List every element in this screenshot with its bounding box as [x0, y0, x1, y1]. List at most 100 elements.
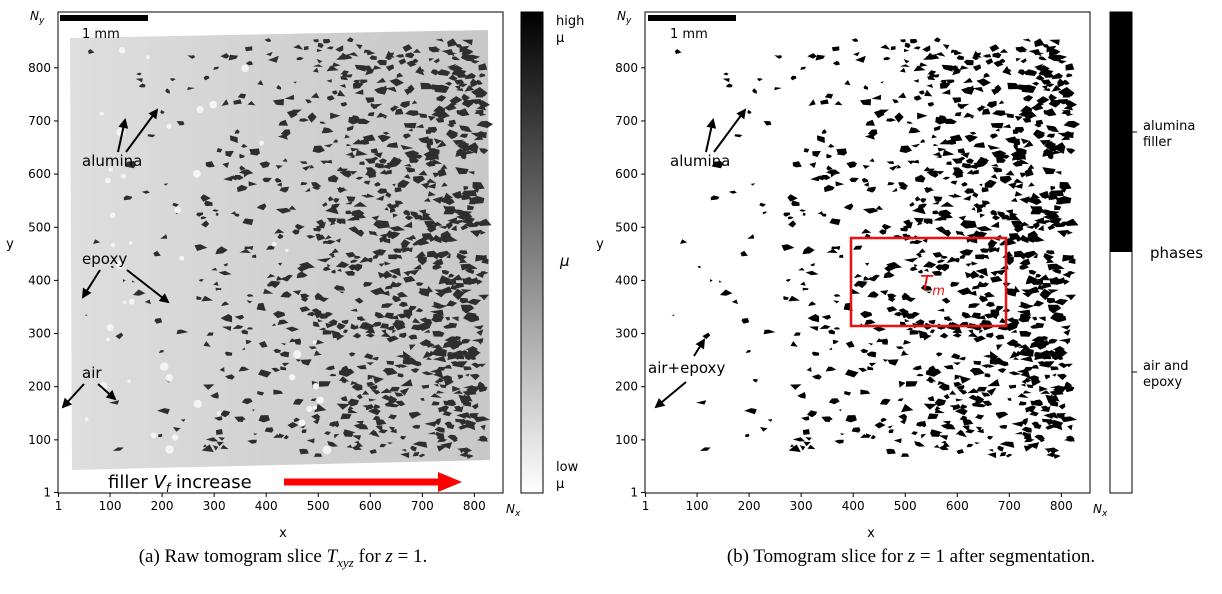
particle — [424, 138, 433, 143]
particle — [273, 310, 286, 319]
particle — [374, 86, 388, 95]
particle — [972, 64, 982, 72]
panel-b: 1 mm Ny Nx x y 1 100 200 300 400 500 600 700 800… — [596, 9, 1203, 541]
particle — [345, 152, 355, 157]
particle — [1063, 218, 1079, 226]
particle — [900, 39, 906, 43]
particle — [952, 332, 962, 338]
particle — [963, 77, 973, 84]
particle — [1042, 44, 1051, 49]
particle — [874, 422, 886, 429]
particle — [950, 281, 960, 287]
particle — [1054, 205, 1062, 210]
particle — [404, 150, 420, 158]
particle — [339, 170, 352, 178]
particle — [1047, 304, 1062, 314]
particle — [427, 431, 436, 435]
particle — [940, 201, 954, 207]
particle — [1041, 85, 1048, 90]
particle — [1016, 309, 1031, 316]
particle — [210, 267, 218, 271]
particle — [831, 246, 839, 250]
particle — [920, 433, 927, 439]
particle — [1020, 383, 1026, 387]
particle — [312, 64, 323, 67]
particle — [395, 400, 406, 407]
particle — [476, 329, 484, 336]
particle — [990, 122, 1004, 129]
particle — [870, 434, 876, 440]
particle — [355, 176, 364, 180]
particle — [365, 404, 374, 411]
particle — [1032, 221, 1040, 230]
particle — [317, 42, 324, 49]
particle — [1034, 434, 1046, 441]
particle — [932, 152, 942, 157]
particle — [1047, 217, 1062, 225]
air-void — [312, 405, 318, 410]
particle — [853, 245, 863, 250]
panel-b-colorbar-frame — [1109, 11, 1133, 494]
particle — [445, 81, 453, 86]
particle — [926, 84, 933, 88]
particle — [1050, 186, 1056, 191]
particle — [435, 38, 444, 42]
particle — [280, 342, 287, 346]
particle — [975, 254, 985, 260]
particle — [997, 211, 1006, 218]
particle — [300, 425, 306, 429]
particle — [812, 150, 821, 158]
particle — [1050, 366, 1059, 371]
panel-a-ny-label: Ny — [30, 9, 45, 26]
particle — [418, 113, 427, 118]
particle — [1039, 361, 1055, 368]
x-tick-label: 200 — [151, 499, 174, 513]
particle — [937, 147, 947, 152]
particle — [1042, 167, 1056, 175]
particle — [332, 62, 341, 67]
particle — [992, 247, 1000, 253]
particle — [829, 347, 833, 350]
particle — [339, 218, 346, 222]
particle — [282, 293, 289, 297]
particle — [312, 186, 321, 190]
particle — [394, 282, 402, 287]
particle — [398, 301, 408, 307]
y-tick-label: 800 — [28, 61, 51, 75]
particle — [266, 51, 273, 57]
particle — [975, 226, 993, 232]
particle — [476, 104, 487, 111]
particle — [214, 416, 223, 421]
particle — [776, 54, 782, 59]
particle — [451, 208, 457, 212]
particle — [938, 445, 949, 451]
particle — [187, 87, 195, 91]
particle — [1055, 347, 1068, 355]
particle — [477, 381, 485, 388]
air-void — [316, 396, 324, 404]
particle — [452, 361, 468, 368]
x-tick-label: 700 — [998, 499, 1021, 513]
particle — [459, 451, 469, 458]
particle — [1004, 69, 1012, 72]
particle — [430, 344, 444, 349]
particle — [990, 209, 998, 216]
particle — [869, 158, 875, 162]
particle — [893, 438, 902, 444]
particle — [959, 249, 974, 256]
particle — [323, 38, 331, 44]
particle — [980, 105, 987, 109]
particle — [1040, 79, 1052, 85]
particle — [441, 182, 448, 187]
particle — [313, 321, 320, 328]
particle — [367, 112, 375, 117]
particle — [1009, 351, 1020, 359]
x-tick-label: 100 — [686, 499, 709, 513]
air-void — [271, 241, 277, 247]
air-void — [128, 241, 133, 245]
particle — [375, 322, 382, 327]
particle — [1051, 222, 1064, 228]
particle — [851, 38, 859, 42]
particle — [1062, 270, 1072, 278]
particle — [812, 374, 822, 380]
